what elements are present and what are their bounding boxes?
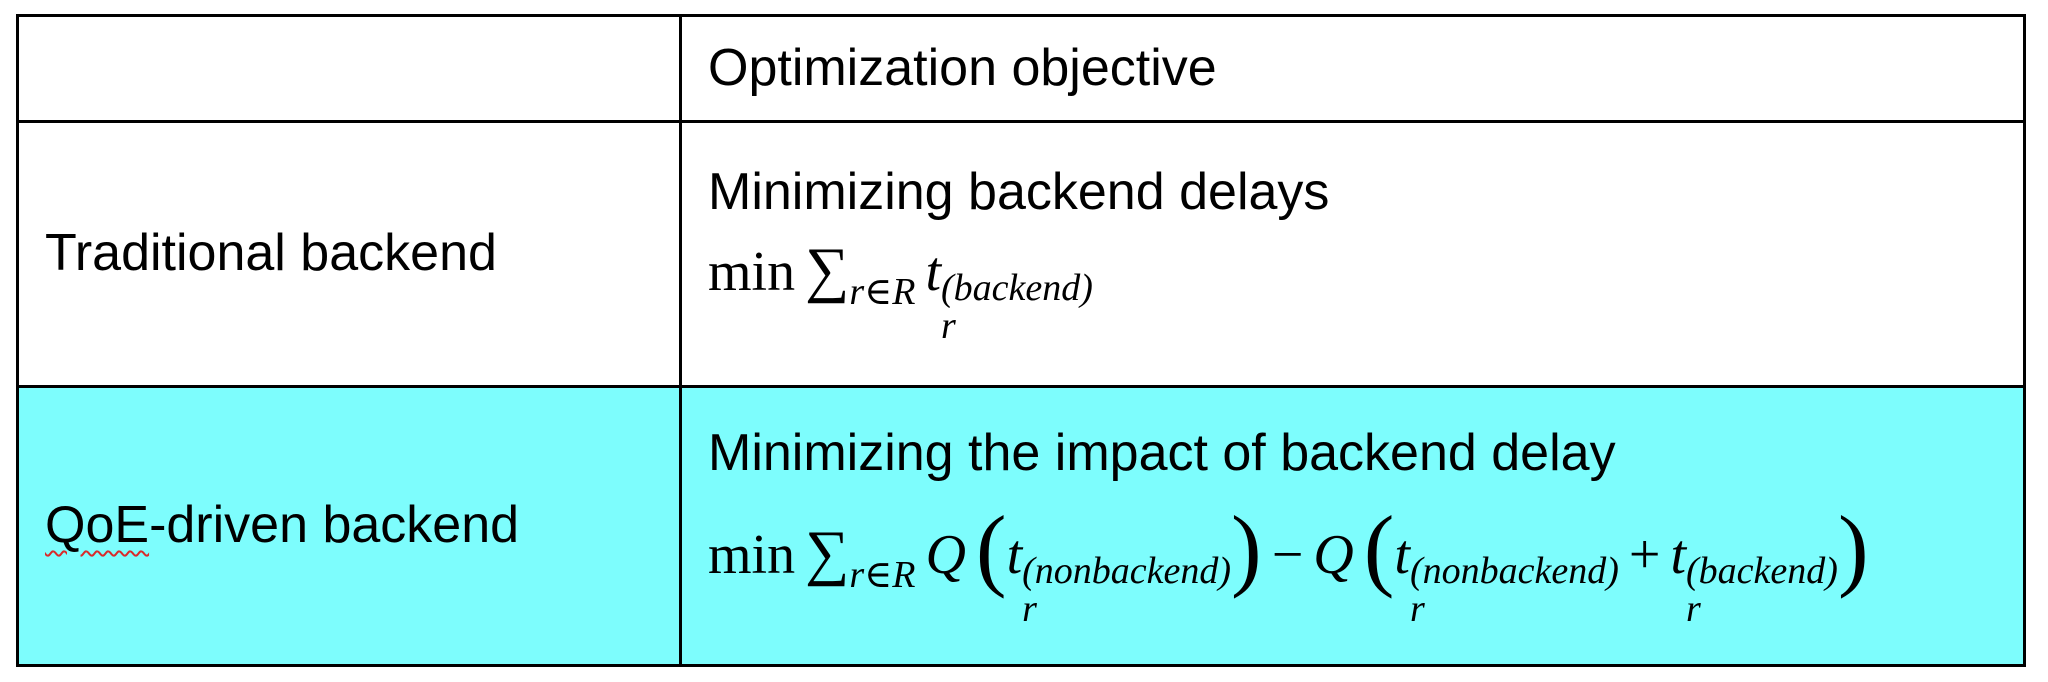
right-paren: ) [1837, 496, 1869, 599]
qoe-objective-description: Minimizing the impact of backend delay [708, 424, 1616, 483]
traditional-backend-label: Traditional backend [45, 224, 497, 283]
time-subscript: r [941, 305, 956, 348]
right-paren: ) [1231, 496, 1262, 599]
time-variable: t [1006, 523, 1023, 586]
traditional-objective-formula: min ∑r∈R t (backend) r [708, 236, 1997, 345]
minus-operator: − [1271, 523, 1304, 586]
table-row-qoe: QoE-driven backend Minimizing the impact… [16, 385, 2026, 667]
traditional-objective-description: Minimizing backend delays [708, 162, 1330, 221]
qoe-label-suffix: -driven backend [149, 496, 520, 555]
plus-operator: + [1628, 523, 1661, 586]
time-superscript: (backend) [1686, 549, 1838, 592]
objective-comparison-table: Optimization objective Traditional backe… [16, 14, 2026, 667]
qoe-objective-formula: min ∑r∈R Q (t (nonbackend) r) − Q (t (nonbackend)… [708, 496, 1997, 628]
time-scripts: (backend) r [1686, 552, 1838, 628]
left-paren: ( [1363, 496, 1395, 599]
time-subscript: r [1022, 587, 1037, 630]
sum-symbol: ∑ [805, 236, 850, 305]
qoe-objective-cell: Minimizing the impact of backend delay m… [679, 385, 2026, 667]
sum-index: r∈R [849, 553, 916, 596]
sum-symbol: ∑ [805, 518, 850, 587]
traditional-name-cell: Traditional backend [16, 120, 682, 388]
table-row-traditional: Traditional backend Minimizing backend d… [16, 120, 2026, 388]
qoe-spellcheck-word: QoE [45, 496, 150, 555]
left-paren: ( [975, 496, 1007, 599]
time-variable: t [925, 241, 942, 304]
sum-index: r∈R [849, 271, 916, 314]
time-scripts: (nonbackend) r [1410, 552, 1619, 628]
time-subscript: r [1409, 587, 1425, 630]
min-operator: min [708, 241, 796, 304]
time-scripts: (backend) r [941, 269, 1093, 345]
time-variable: t [1394, 523, 1410, 586]
header-blank-cell [16, 14, 682, 123]
q-function: Q [1313, 523, 1354, 586]
qoe-name-cell: QoE-driven backend [16, 385, 682, 667]
time-superscript: (nonbackend) [1409, 549, 1619, 592]
objective-column-header: Optimization objective [708, 38, 1217, 97]
time-scripts: (nonbackend) r [1022, 552, 1231, 628]
q-function: Q [925, 523, 966, 586]
time-subscript: r [1686, 587, 1701, 630]
header-objective-cell: Optimization objective [679, 14, 2026, 123]
time-variable: t [1670, 523, 1687, 586]
min-operator: min [708, 523, 796, 586]
time-superscript: (backend) [941, 267, 1093, 310]
traditional-objective-cell: Minimizing backend delays min ∑r∈R t (backe… [679, 120, 2026, 388]
table-header-row: Optimization objective [16, 14, 2026, 123]
qoe-backend-label: QoE-driven backend [45, 496, 519, 554]
time-superscript: (nonbackend) [1022, 549, 1232, 592]
